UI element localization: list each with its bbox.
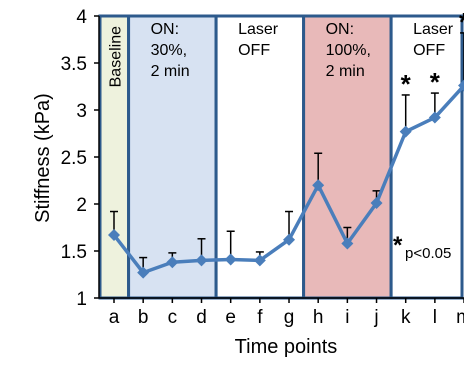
data-point-m	[458, 79, 464, 92]
x-tick-label-a: a	[109, 307, 120, 328]
region-label-1-line-1: 30%,	[151, 42, 187, 59]
x-tick-label-h: h	[313, 307, 324, 328]
data-point-e	[224, 253, 237, 266]
x-tick-label-b: b	[138, 307, 149, 328]
data-point-c	[166, 256, 179, 269]
y-tick-label: 1	[76, 289, 87, 310]
y-tick-label: 3	[76, 101, 87, 122]
y-tick-label: 3.5	[61, 54, 87, 75]
data-point-l	[428, 111, 441, 124]
significance-markers: * * *	[401, 7, 464, 99]
significance-star-m: *	[459, 7, 464, 37]
note-star: *	[393, 232, 403, 259]
y-tick-label: 2.5	[61, 148, 87, 169]
significance-note: * p<0.05	[393, 232, 451, 262]
x-tick-label-j: j	[373, 307, 378, 328]
region-label-2-line-0: Laser	[238, 21, 279, 38]
x-tick-label-d: d	[196, 307, 207, 328]
region-label-4-line-0: Laser	[413, 21, 454, 38]
data-point-f	[253, 254, 266, 267]
y-tick-label: 4	[76, 7, 87, 28]
data-point-a	[108, 229, 120, 242]
x-tick-label-e: e	[225, 307, 236, 328]
region-label-1-line-0: ON:	[151, 21, 179, 38]
data-point-k	[399, 125, 412, 138]
y-tick-label: 2	[76, 195, 87, 216]
x-tick-label-k: k	[401, 307, 411, 328]
data-point-j	[370, 197, 383, 210]
y-axis-title: Stiffness (kPa)	[32, 93, 54, 223]
region-label-1-line-2: 2 min	[151, 63, 190, 80]
region-label-3-line-2: 2 min	[326, 63, 365, 80]
region-label-3-line-0: ON:	[326, 21, 354, 38]
x-tick-label-m: m	[456, 307, 464, 328]
data-point-b	[137, 266, 150, 279]
data-point-g	[283, 233, 296, 246]
region-label-4-line-1: OFF	[413, 42, 445, 59]
data-series	[108, 79, 464, 279]
x-tick-label-g: g	[284, 307, 295, 328]
x-tick-label-c: c	[168, 307, 178, 328]
data-point-h	[312, 179, 325, 192]
x-tick-label-f: f	[257, 307, 263, 328]
x-axis-title: Time points	[235, 336, 338, 358]
region-label-3-line-1: 100%,	[326, 42, 371, 59]
data-point-d	[195, 254, 208, 267]
note-text: p<0.05	[405, 245, 451, 262]
region-label-2-line-1: OFF	[238, 42, 270, 59]
significance-star-k: *	[401, 69, 412, 99]
region-label-baseline: Baseline	[107, 26, 124, 87]
y-tick-label: 1.5	[61, 242, 87, 263]
data-point-i	[341, 237, 354, 250]
x-tick-label-l: l	[433, 307, 437, 328]
significance-star-l: *	[430, 67, 441, 97]
x-tick-label-i: i	[345, 307, 349, 328]
